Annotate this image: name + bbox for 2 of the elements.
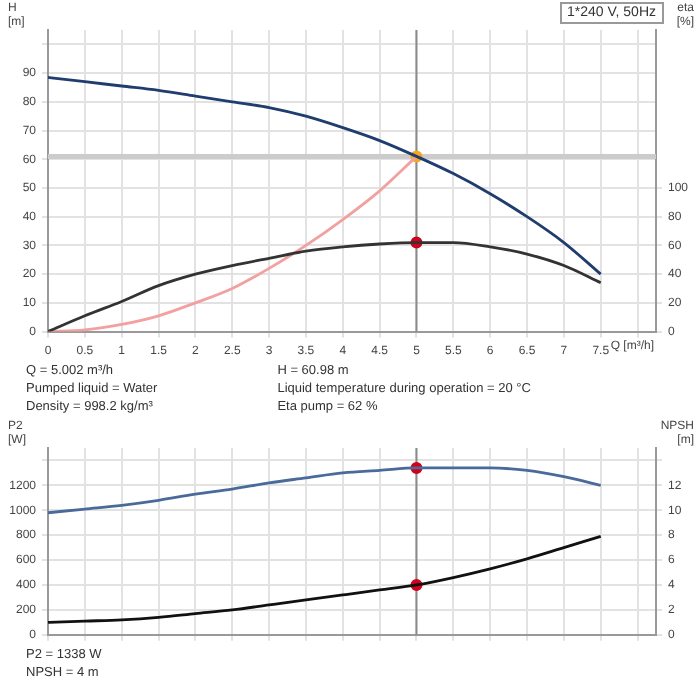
line-series	[48, 75, 603, 276]
line-series	[48, 535, 603, 624]
